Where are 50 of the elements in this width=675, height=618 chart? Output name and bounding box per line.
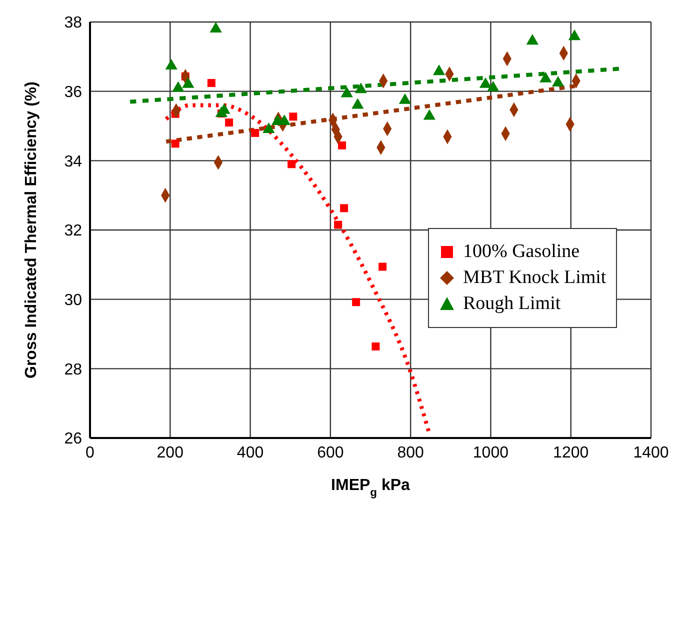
- point: [338, 141, 346, 150]
- legend-label: 100% Gasoline: [463, 241, 580, 263]
- point: [171, 140, 180, 148]
- point: [165, 59, 178, 70]
- point: [540, 72, 552, 82]
- x-tick-label: 1400: [633, 444, 669, 462]
- y-axis-title: Gross Indicated Thermal Efficiency (%): [23, 82, 40, 378]
- point: [568, 30, 581, 40]
- point: [552, 76, 564, 87]
- point: [251, 128, 260, 137]
- point: [172, 81, 184, 92]
- y-tick-label: 36: [64, 84, 82, 102]
- point: [526, 34, 538, 45]
- point: [182, 77, 194, 88]
- point: [207, 79, 216, 88]
- point: [398, 93, 412, 104]
- x-tick-label: 1000: [472, 444, 509, 462]
- point: [487, 80, 500, 92]
- point: [334, 220, 342, 229]
- x-axis-title: IMEP$_{g}$ kPa: [331, 477, 410, 499]
- point: [340, 86, 353, 98]
- x-tick-label: 400: [236, 444, 264, 462]
- y-tick-label: 34: [64, 153, 82, 170]
- point: [354, 82, 367, 94]
- y-tick-label: 26: [64, 430, 82, 448]
- point: [288, 160, 296, 168]
- point: [372, 342, 380, 350]
- point: [378, 262, 387, 271]
- x-tick-label: 800: [397, 444, 424, 462]
- legend-label: MBT Knock Limit: [463, 267, 606, 289]
- y-tick-label: 30: [64, 292, 82, 310]
- y-tick-label: 38: [64, 14, 82, 32]
- y-tick-label: 28: [64, 361, 82, 378]
- point: [340, 204, 348, 212]
- point: [225, 118, 234, 127]
- line-series: [164, 103, 431, 434]
- point: [432, 64, 446, 76]
- x-tick-label: 1200: [553, 444, 589, 462]
- point: [479, 77, 492, 88]
- point: [423, 109, 436, 120]
- point: [352, 98, 364, 109]
- x-tick-label: 200: [156, 444, 184, 462]
- legend-label: Rough Limit: [463, 293, 561, 315]
- point: [352, 298, 360, 306]
- x-tick-label: 0: [86, 444, 95, 462]
- point: [262, 122, 275, 133]
- x-tick-label: 600: [317, 444, 344, 462]
- point: [210, 22, 222, 32]
- y-tick-label: 32: [64, 222, 82, 240]
- point: [289, 112, 298, 121]
